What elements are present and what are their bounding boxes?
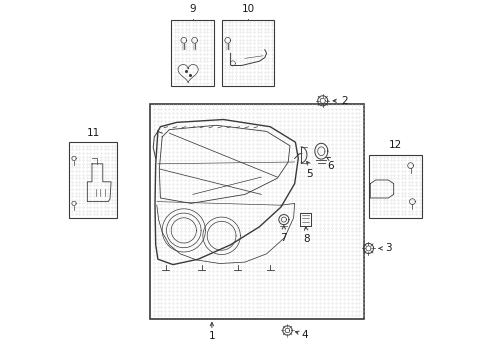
Text: 3: 3 [385, 243, 392, 253]
Text: 11: 11 [86, 127, 99, 138]
Text: 9: 9 [190, 4, 196, 14]
Text: 5: 5 [306, 169, 313, 179]
Bar [369, 155, 422, 218]
Text: 4: 4 [302, 330, 309, 340]
Text: 1: 1 [209, 330, 215, 341]
Text: 12: 12 [389, 140, 402, 150]
Text: 10: 10 [241, 4, 254, 14]
Text: 2: 2 [341, 96, 347, 106]
Bar [221, 20, 274, 86]
Text: 6: 6 [327, 161, 334, 171]
Bar [149, 104, 364, 319]
Bar [171, 20, 215, 86]
Text: 7: 7 [281, 233, 287, 243]
Text: 8: 8 [303, 234, 310, 244]
Bar [69, 142, 117, 218]
